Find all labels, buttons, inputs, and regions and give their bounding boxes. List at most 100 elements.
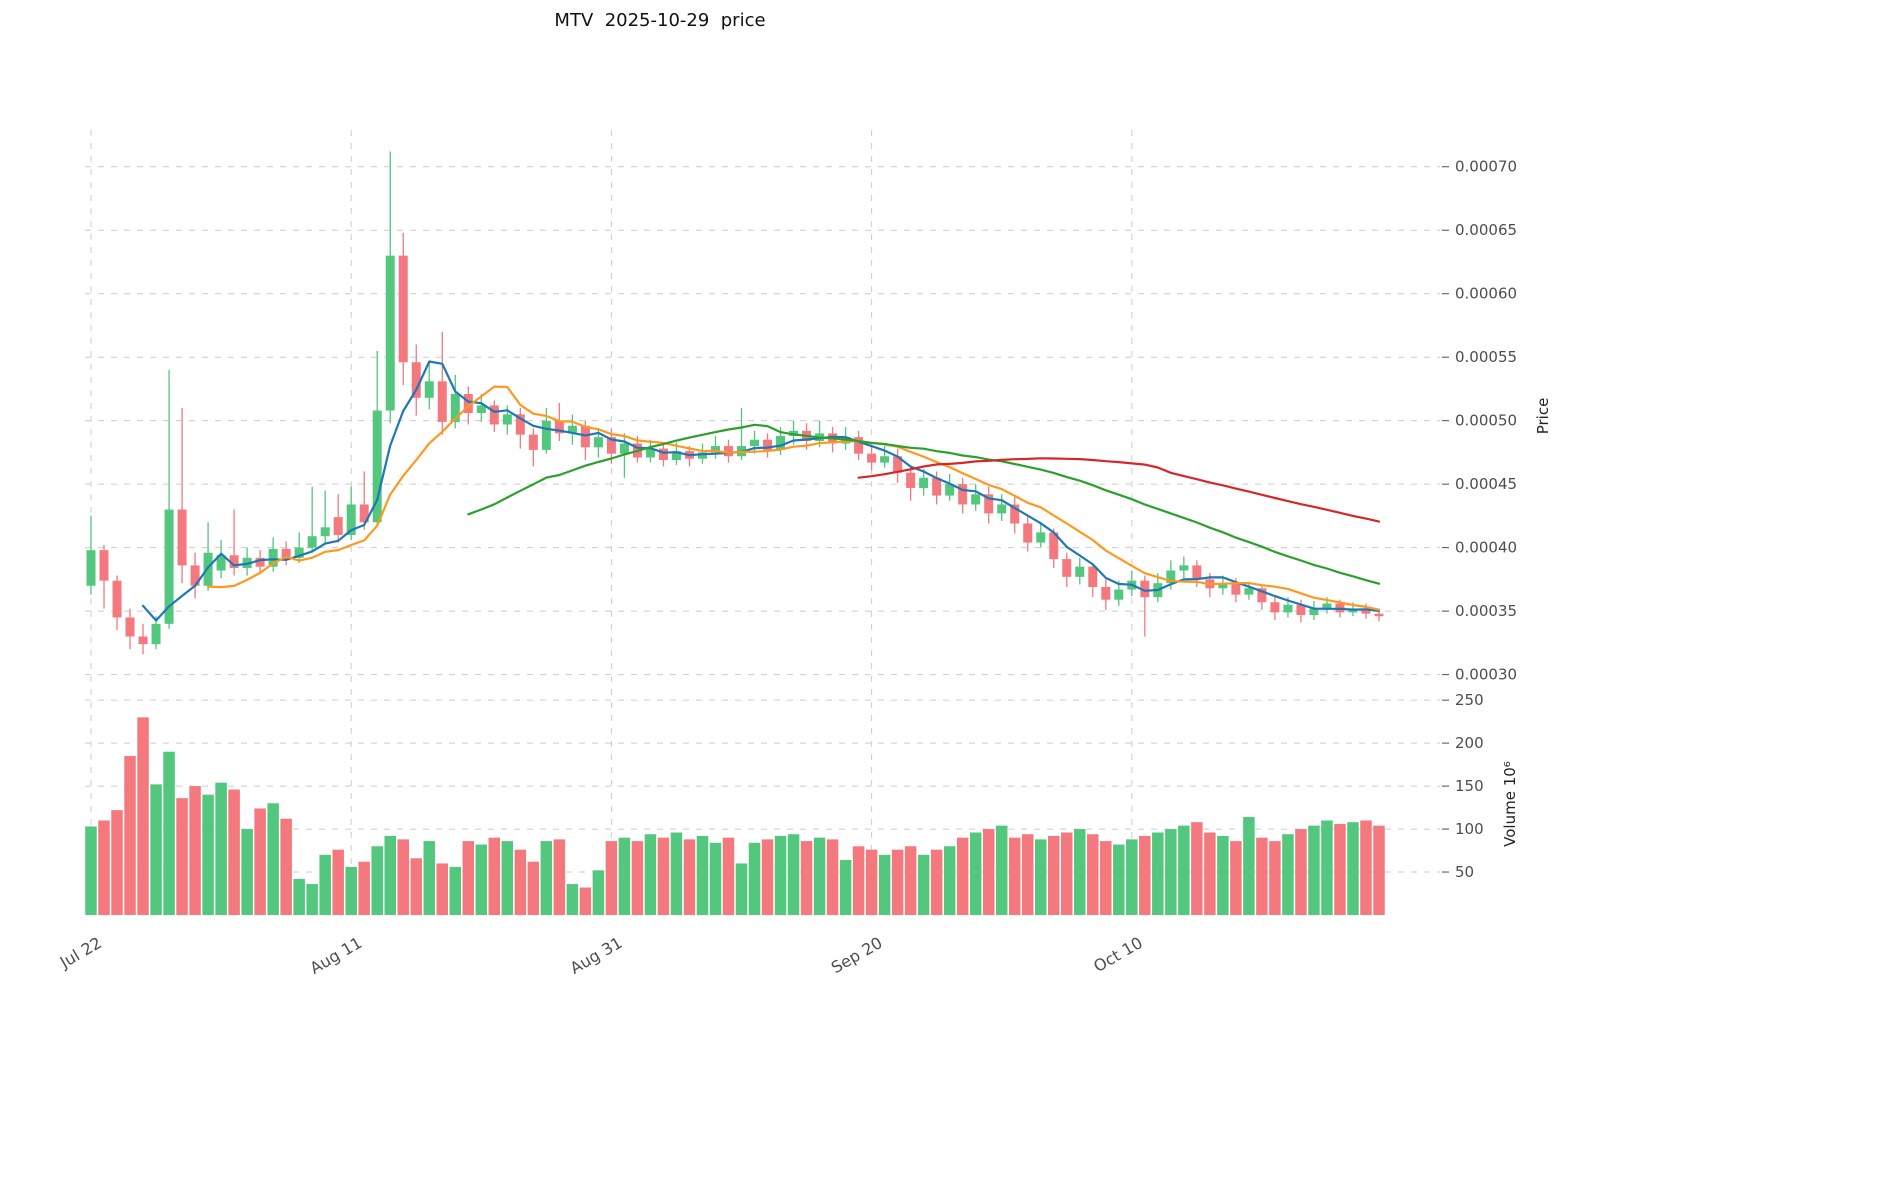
volume-axis-label: Volume 10⁶ [1501,761,1519,847]
volume-bar [215,782,227,915]
volume-bar [1178,825,1190,915]
candle-body [164,509,174,624]
volume-tick-label: 100 [1455,820,1484,838]
volume-bar [670,832,683,915]
volume-bar [410,858,423,915]
candle-body [398,255,408,363]
volume-bar [85,826,97,915]
volume-bar [1165,829,1177,915]
candle-body [125,617,135,637]
volume-bar [930,849,943,915]
volume-tick-label: 250 [1455,691,1484,709]
candle-body [1166,570,1176,584]
candle-body [658,448,668,461]
volume-bar [1139,835,1151,915]
x-tick-label: Sep 20 [828,933,886,977]
volume-bar [1321,820,1333,915]
candle-body [489,405,499,425]
volume-bar [306,884,318,915]
candle-body [86,550,96,586]
volume-bar [891,849,904,915]
volume-bar [1034,839,1047,915]
candle-body [1270,602,1280,613]
volume-bar [631,841,644,915]
candle-body [750,439,760,447]
volume-bar [1126,839,1138,915]
candle-body [1361,608,1371,614]
candle-body [619,443,629,454]
candle-body [138,636,148,645]
volume-bar [1061,832,1073,915]
volume-bar [514,849,527,915]
volume-bar [150,784,162,915]
candle-body [906,472,916,488]
volume-bar [228,789,240,915]
candle-body [776,435,786,450]
volume-bar [865,849,878,915]
candle-body [645,448,655,458]
volume-bar [423,841,436,915]
candle-body [1179,565,1189,571]
volume-bar [475,844,488,915]
ma-60-line [857,457,1381,523]
volume-bar [1021,834,1034,915]
volume-bar [826,839,839,915]
candle-body [476,405,486,414]
volume-bar [1295,829,1307,915]
volume-bar [111,810,123,915]
volume-tick-label: 200 [1455,734,1484,752]
candle-body [671,451,681,461]
volume-bar [189,786,201,915]
candle-body [880,456,890,463]
candle-body [1010,504,1020,524]
candle-body [151,623,161,645]
candle-body [99,550,109,581]
volume-bar [592,870,605,915]
volume-bar [98,820,110,915]
volume-bar [319,854,331,915]
candle-body [528,434,538,450]
candle-body [1218,583,1228,589]
volume-bar [722,837,735,915]
volume-bar [1230,841,1242,915]
price-tick-label: 0.00070 [1455,158,1517,176]
candle-body [854,437,864,454]
volume-bar [605,841,618,915]
volume-bar [1282,834,1294,915]
candle-body [1231,583,1241,595]
candle-body [580,425,590,448]
candle-body [1283,604,1293,613]
volume-bar [436,863,449,915]
volume-bar [696,835,709,915]
candle-body [606,437,616,454]
volume-bar [1047,835,1060,915]
candle-body [1322,603,1332,609]
price-tick-label: 0.00045 [1455,475,1517,493]
candle-body [593,437,603,448]
candle-body [1114,589,1124,600]
candle-body [112,580,122,618]
volume-bar [774,835,787,915]
volume-bar [137,717,149,915]
candle-body [723,446,733,457]
volume-bar [241,829,253,915]
volume-tick-label: 150 [1455,777,1484,795]
candle-body [359,504,369,523]
volume-bar [1087,834,1099,915]
candle-body [567,425,577,434]
candle-body [515,414,525,435]
candle-body [1296,604,1306,615]
candle-body [958,484,968,505]
volume-bar [1074,829,1086,915]
candle-body [307,536,317,548]
candle-body [1192,565,1202,580]
candle-body [1309,608,1319,615]
volume-bar [1100,841,1112,915]
volume-bar [501,841,514,915]
candle-body [1088,566,1098,587]
candle-body [255,557,265,567]
volume-bar [1360,820,1372,915]
volume-bar [345,866,357,915]
candle-body [1244,588,1254,595]
